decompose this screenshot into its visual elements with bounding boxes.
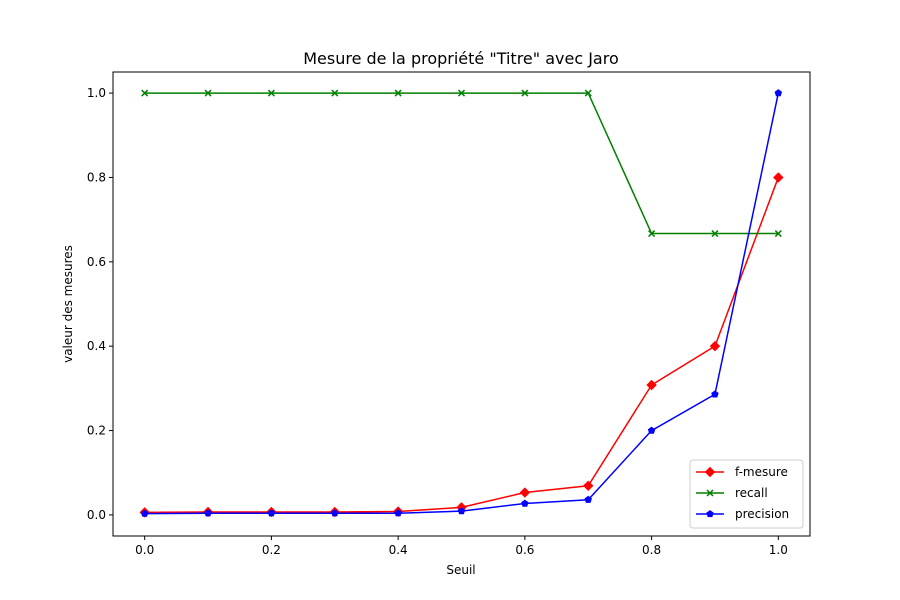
y-tick-label: 1.0	[87, 86, 106, 100]
data-point-recall-stroke-b	[648, 230, 656, 238]
x-tick-label: 0.4	[389, 543, 408, 557]
legend-swatch-marker	[704, 466, 716, 478]
data-point-precision	[457, 507, 466, 515]
y-tick-label: 0.8	[87, 170, 106, 184]
data-point-recall-stroke-b	[521, 89, 529, 97]
data-point-f-mesure	[773, 172, 784, 183]
x-axis-label: Seuil	[446, 563, 475, 577]
data-point-f-mesure	[646, 379, 657, 391]
data-point-recall	[521, 89, 529, 97]
series-layer	[139, 89, 784, 518]
data-point-recall-stroke-b	[711, 230, 719, 238]
data-point-f-mesure	[519, 487, 531, 498]
x-tick-label: 0.8	[642, 543, 661, 557]
y-tick-label: 0.6	[87, 255, 106, 269]
data-point-precision	[521, 499, 529, 507]
data-point-f-mesure	[709, 340, 721, 352]
legend-swatch-marker	[706, 510, 714, 518]
data-point-recall	[457, 89, 466, 97]
legend-entry-f-mesure: f-mesure	[696, 465, 788, 479]
data-point-precision	[331, 509, 339, 517]
legend-label: recall	[735, 486, 768, 500]
data-point-precision	[711, 390, 719, 398]
legend-label: precision	[735, 507, 789, 521]
y-tick-label: 0.4	[87, 339, 106, 353]
legend-label: f-mesure	[735, 465, 788, 479]
data-point-precision	[267, 509, 276, 517]
data-point-recall-stroke-b	[331, 89, 339, 97]
y-tick-label: 0.2	[87, 424, 106, 438]
data-point-recall	[394, 89, 402, 97]
data-point-recall	[331, 89, 339, 97]
legend: f-mesure recall precision	[689, 459, 804, 529]
data-point-f-mesure	[583, 480, 594, 492]
y-axis: 0.0 0.2 0.4 0.6 0.8 1.0	[87, 86, 113, 522]
data-point-recall-stroke-b	[267, 89, 275, 97]
data-point-recall	[774, 230, 782, 238]
legend-swatch-marker	[706, 489, 714, 497]
x-tick-label: 1.0	[769, 543, 788, 557]
legend-swatch-marker-stroke-b	[706, 489, 714, 497]
series-precision	[140, 89, 783, 517]
plot-area-frame	[112, 71, 811, 537]
y-axis-label: valeur des mesures	[61, 245, 75, 363]
data-point-recall-stroke-b	[774, 230, 782, 238]
x-axis: 0.0 0.2 0.4 0.6 0.8 1.0	[135, 536, 788, 557]
data-point-recall	[267, 89, 275, 97]
chart-title: Mesure de la propriété "Titre" avec Jaro	[303, 49, 619, 68]
series-recall	[141, 89, 782, 238]
data-point-precision	[774, 89, 783, 97]
legend-entry-precision: precision	[696, 507, 789, 521]
y-tick-label: 0.0	[87, 508, 106, 522]
legend-entry-recall: recall	[696, 486, 768, 500]
data-point-precision	[584, 495, 592, 503]
data-point-recall	[711, 230, 719, 238]
data-point-precision	[647, 426, 656, 434]
data-point-precision	[204, 509, 212, 517]
legend-box	[689, 459, 804, 529]
x-tick-label: 0.0	[135, 543, 154, 557]
data-point-recall	[648, 230, 656, 238]
data-point-precision	[394, 509, 402, 517]
data-point-precision	[140, 509, 149, 517]
x-tick-label: 0.6	[515, 543, 534, 557]
data-point-recall	[204, 89, 212, 97]
data-point-recall-stroke-b	[457, 89, 466, 97]
data-point-recall	[141, 89, 149, 97]
data-point-recall	[584, 89, 592, 97]
data-point-recall-stroke-b	[584, 89, 592, 97]
x-tick-label: 0.2	[262, 543, 281, 557]
data-point-recall-stroke-b	[394, 89, 402, 97]
data-point-recall-stroke-b	[204, 89, 212, 97]
data-point-recall-stroke-b	[141, 89, 149, 97]
